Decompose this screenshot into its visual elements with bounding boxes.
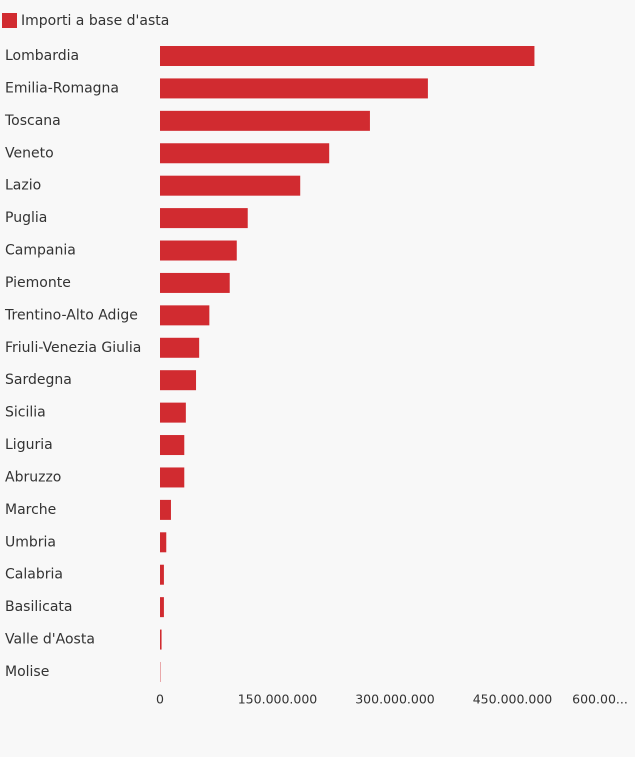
bar	[160, 143, 330, 164]
legend-swatch	[2, 13, 17, 28]
legend-label: Importi a base d'asta	[21, 13, 169, 29]
bar	[160, 629, 162, 650]
x-tick-label: 300.000.000	[355, 692, 435, 707]
x-tick-label: 150.000.000	[238, 692, 318, 707]
bar	[160, 499, 171, 520]
bar	[160, 337, 200, 358]
y-tick-label: Valle d'Aosta	[5, 632, 95, 648]
y-tick-label: Trentino-Alto Adige	[4, 307, 138, 323]
bar	[160, 175, 301, 196]
bar	[160, 435, 185, 456]
bar	[160, 370, 197, 391]
bar	[160, 78, 428, 99]
y-tick-label: Sicilia	[5, 405, 46, 421]
bar	[160, 240, 237, 261]
y-tick-label: Liguria	[5, 437, 53, 453]
y-tick-label: Emilia-Romagna	[5, 80, 119, 96]
y-tick-label: Abruzzo	[5, 469, 61, 485]
bar	[160, 272, 230, 293]
y-tick-label: Molise	[5, 664, 49, 680]
x-tick-label: 0	[156, 692, 164, 707]
bar	[160, 46, 535, 66]
y-tick-label: Lombardia	[5, 48, 79, 64]
y-tick-label: Toscana	[4, 113, 61, 129]
y-tick-label: Calabria	[5, 567, 63, 583]
bar	[160, 208, 248, 229]
y-tick-label: Friuli-Venezia Giulia	[5, 340, 141, 356]
y-tick-label: Marche	[5, 502, 56, 518]
bar	[160, 597, 164, 618]
bar	[160, 564, 164, 585]
x-tick-label: 450.000.000	[473, 692, 553, 707]
y-tick-label: Veneto	[5, 145, 54, 161]
y-tick-label: Sardegna	[5, 372, 72, 388]
bar	[160, 467, 185, 488]
bar	[160, 532, 167, 553]
y-tick-label: Puglia	[5, 210, 47, 226]
y-tick-label: Piemonte	[5, 275, 71, 291]
bar	[160, 402, 186, 423]
y-tick-label: Lazio	[5, 178, 41, 194]
y-tick-label: Umbria	[5, 534, 56, 550]
y-tick-label: Basilicata	[5, 599, 73, 615]
x-tick-label: 600.00...	[572, 692, 628, 707]
y-tick-label: Campania	[5, 243, 76, 259]
bar	[160, 305, 210, 326]
bar	[160, 110, 370, 131]
